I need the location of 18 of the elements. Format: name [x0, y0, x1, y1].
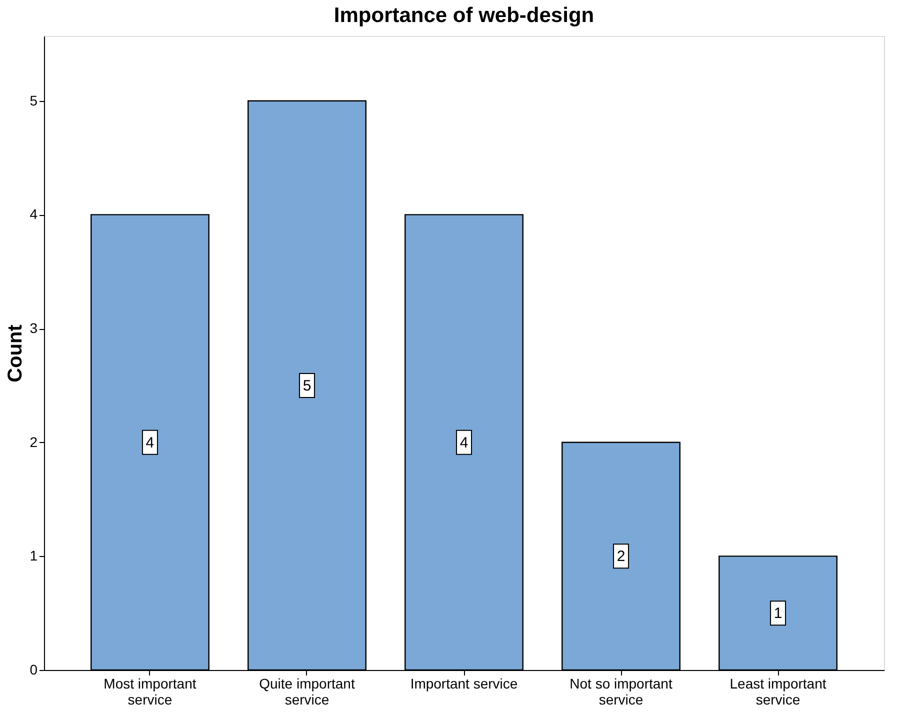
- data-label: 4: [146, 434, 154, 452]
- data-label: 1: [774, 605, 782, 622]
- x-tick-label: Important service: [410, 676, 518, 692]
- data-label: 4: [460, 434, 468, 452]
- y-tick-label: 3: [30, 320, 38, 336]
- y-tick-label: 0: [30, 662, 38, 678]
- y-axis-title: Count: [4, 324, 27, 382]
- y-tick-label: 1: [30, 548, 38, 564]
- data-label: 5: [302, 377, 312, 394]
- y-tick-label: 4: [30, 206, 38, 222]
- y-tick-label: 2: [30, 434, 38, 450]
- x-tick-label: Most important service: [104, 676, 196, 708]
- x-tick-label: Quite important service: [259, 676, 355, 708]
- y-tick-label: 5: [30, 92, 38, 108]
- x-tick-label: Not so important service: [570, 676, 672, 708]
- x-tick-label: Least important service: [730, 676, 826, 708]
- data-label: 2: [616, 548, 626, 566]
- chart-title: Importance of web-design: [334, 4, 594, 27]
